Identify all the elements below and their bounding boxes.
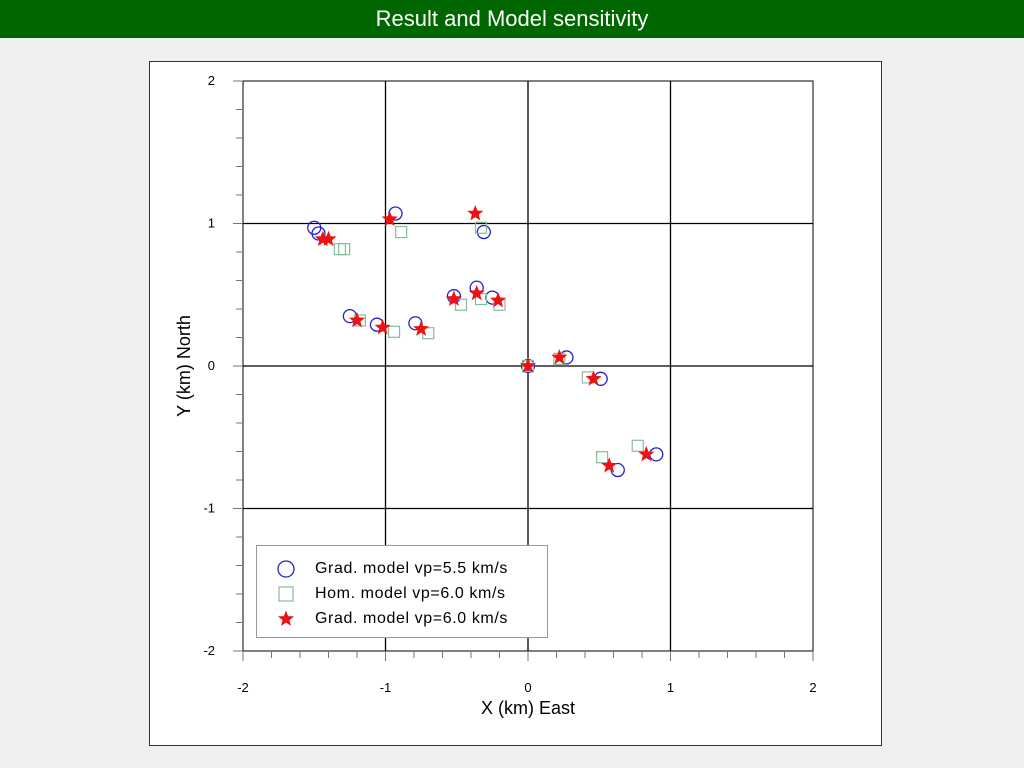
star-point (551, 348, 568, 365)
star-point (601, 457, 618, 473)
y-tick-label: 1 (208, 216, 215, 231)
x-tick-label: -1 (380, 680, 392, 695)
square-point (595, 451, 609, 464)
star-point (445, 290, 462, 306)
circle-point (649, 447, 664, 462)
square-point (454, 298, 468, 311)
page-title: Result and Model sensitivity (0, 0, 1024, 38)
star-point (348, 311, 366, 328)
circle-marker-icon (257, 559, 315, 579)
star-point (320, 230, 337, 247)
circle-point (446, 289, 462, 304)
star-point (638, 445, 655, 462)
square-point (474, 221, 488, 234)
x-tick-label: 1 (667, 680, 674, 695)
x-tick-label: 2 (809, 680, 816, 695)
tick-layer: -2 -1 0 1 2 -2 -1 0 1 2 (203, 73, 816, 695)
circle-point (476, 224, 491, 240)
star-point (585, 370, 602, 386)
legend-label: Grad. model vp=5.5 km/s (315, 559, 508, 577)
square-marker-icon (257, 584, 315, 604)
x-tick-label: 0 (524, 680, 531, 695)
star-point (519, 357, 537, 373)
y-tick-label: 0 (208, 358, 215, 373)
square-point (338, 243, 351, 256)
y-tick-label: 2 (208, 73, 215, 88)
square-point (395, 225, 408, 239)
y-tick-label: -2 (203, 643, 215, 658)
square-point (333, 243, 346, 256)
star-point (489, 291, 507, 308)
y-tick-label: -1 (203, 501, 215, 516)
chart-legend: Grad. model vp=5.5 km/s Hom. model vp=6.… (256, 545, 548, 638)
legend-entry-grad-60: Grad. model vp=6.0 km/s (257, 606, 547, 631)
square-point (631, 439, 644, 452)
legend-entry-grad-55: Grad. model vp=5.5 km/s (257, 556, 547, 581)
star-point (413, 320, 430, 336)
star-point (381, 210, 398, 227)
square-point (387, 325, 401, 338)
y-axis-label: Y (km) North (174, 315, 194, 417)
circle-point (311, 226, 326, 241)
star-point (468, 284, 485, 301)
x-tick-label: -2 (237, 680, 249, 695)
star-point (467, 205, 484, 221)
star-point (374, 319, 391, 335)
legend-label: Hom. model vp=6.0 km/s (315, 584, 506, 602)
points-layer (307, 205, 664, 478)
legend-label: Grad. model vp=6.0 km/s (315, 609, 508, 627)
star-marker-icon (257, 609, 315, 629)
x-axis-label: X (km) East (481, 698, 575, 718)
legend-entry-hom-60: Hom. model vp=6.0 km/s (257, 581, 547, 606)
